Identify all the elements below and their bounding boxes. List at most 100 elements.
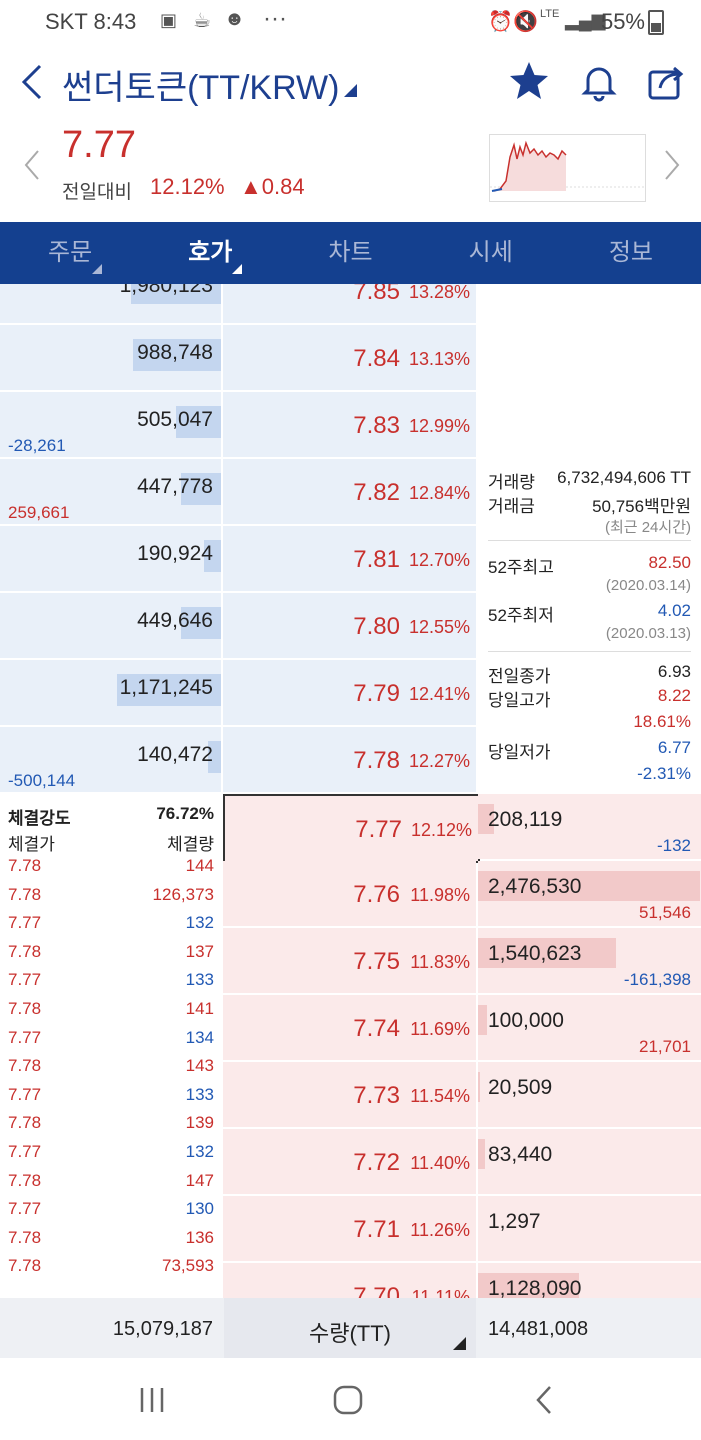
trade-volume: 141 (185, 999, 214, 1018)
ask-qty: 447,778 (137, 475, 213, 498)
day-high-value: 8.22 (657, 686, 691, 705)
ask-price: 7.81 (353, 546, 400, 573)
trade-row: 7.78 144 (0, 856, 222, 882)
trade-volume: 144 (185, 856, 214, 875)
bid-price: 7.76 (353, 881, 400, 908)
ask-price: 7.82 (353, 479, 400, 506)
trade-row: 7.78 147 (0, 1171, 222, 1197)
tab-info[interactable]: 정보 (561, 222, 701, 284)
tab-chart[interactable]: 차트 (280, 222, 420, 284)
bell-icon[interactable] (576, 58, 622, 104)
trade-row: 7.78 141 (0, 999, 222, 1025)
battery-level: 55% (600, 9, 645, 34)
ask-price-cell[interactable]: 7.84 13.13% (223, 325, 476, 390)
trade-price: 7.78 (8, 1170, 42, 1190)
tab-orderbook[interactable]: 호가 (140, 222, 280, 284)
trade-row: 7.78 137 (0, 942, 222, 968)
next-coin-icon[interactable] (662, 148, 682, 191)
ask-total: 15,079,187 (112, 1318, 213, 1340)
nav-back-icon[interactable] (534, 1384, 554, 1421)
ask-qty-cell[interactable]: 505,047 -28,261 (0, 392, 221, 457)
bid-price-cell[interactable]: 7.75 11.83% (223, 928, 476, 993)
bid-price-cell[interactable]: 7.76 11.98% (223, 861, 476, 926)
ask-price-cell[interactable]: 7.79 12.41% (223, 660, 476, 725)
ask-rate: 12.99% (408, 416, 470, 436)
ask-price-cell[interactable]: 7.82 12.84% (223, 459, 476, 524)
ask-qty-cell[interactable]: 449,646 (0, 593, 221, 658)
ask-price-cell[interactable]: 7.81 12.70% (223, 526, 476, 591)
ask-qty-cell[interactable]: 140,472 -500,144 (0, 727, 221, 792)
ask-price-cell[interactable]: 7.78 12.27% (223, 727, 476, 792)
bid-rate: 11.83% (410, 952, 470, 972)
trade-volume-header: 체결량 (167, 835, 214, 854)
trade-row: 7.77 133 (0, 970, 222, 996)
tab-market[interactable]: 시세 (421, 222, 561, 284)
back-icon[interactable] (18, 62, 46, 112)
prev-close-label: 전일종가 (488, 667, 551, 686)
bid-price-cell[interactable]: 7.71 11.26% (223, 1196, 476, 1261)
bid-rate: 11.26% (410, 1220, 470, 1240)
trade-price: 7.77 (8, 913, 42, 933)
bid-price: 7.71 (353, 1216, 400, 1243)
trade-price: 7.78 (8, 1227, 42, 1247)
order-book[interactable]: 1,980,123 7.85 13.28% 988,748 7.84 13.13% 505,… (0, 284, 701, 1298)
strength-label: 체결강도 (8, 809, 71, 828)
bid-qty: 100,000 (488, 1009, 564, 1032)
bid-price-cell[interactable]: 7.77 12.12% (223, 794, 480, 863)
bid-price-cell[interactable]: 7.74 11.69% (223, 995, 476, 1060)
share-icon[interactable] (644, 58, 690, 104)
bid-qty-cell[interactable]: 2,476,530 51,546 (478, 861, 701, 926)
ask-price-cell[interactable]: 7.83 12.99% (223, 392, 476, 457)
bid-price: 7.75 (353, 948, 400, 975)
trade-volume: 134 (185, 1027, 214, 1047)
current-price: 7.77 (62, 124, 136, 166)
bid-price: 7.74 (353, 1015, 400, 1042)
bid-qty-cell[interactable]: 1,297 (478, 1196, 701, 1261)
bid-qty-cell[interactable]: 1,540,623 -161,398 (478, 928, 701, 993)
tab-order[interactable]: 주문 (0, 222, 140, 284)
page-title[interactable]: 썬더토큰(TT/KRW) (62, 69, 340, 107)
tab-orderbook-label: 호가 (188, 239, 233, 266)
ask-qty-cell[interactable]: 988,748 (0, 325, 221, 390)
high52-label: 52주최고 (488, 558, 554, 577)
ask-qty-cell[interactable]: 190,924 (0, 526, 221, 591)
prev-coin-icon[interactable] (22, 148, 42, 191)
bid-depth-bar (478, 804, 494, 834)
ask-qty-cell[interactable]: 1,980,123 (0, 284, 221, 323)
trade-volume: 130 (185, 1199, 214, 1219)
ask-qty-cell[interactable]: 447,778 259,661 (0, 459, 221, 524)
bid-qty-cell[interactable]: 1,128,090 (478, 1263, 701, 1298)
amount-label: 거래금 (488, 497, 535, 516)
ask-qty-cell[interactable]: 1,171,245 (0, 660, 221, 725)
bid-qty-cell[interactable]: 100,000 21,701 (478, 995, 701, 1060)
ask-qty-change: -500,144 (8, 771, 76, 790)
signal-icon: ▂▄▆ (565, 10, 606, 30)
bid-qty-cell[interactable]: 20,509 (478, 1062, 701, 1127)
bid-qty-cell[interactable]: 208,119 -132 (478, 794, 701, 859)
bid-qty-cell[interactable]: 83,440 (478, 1129, 701, 1194)
bid-rate: 11.40% (410, 1153, 470, 1173)
star-icon[interactable] (506, 58, 552, 104)
low52-value: 4.02 (657, 601, 691, 620)
ask-depth-bar (208, 741, 221, 773)
alarm-icon: ⏰ (488, 11, 513, 33)
home-icon[interactable] (332, 1384, 364, 1421)
recent-apps-icon[interactable] (138, 1386, 166, 1419)
trade-price: 7.77 (8, 1199, 42, 1219)
ask-price: 7.80 (353, 613, 400, 640)
title-dropdown-icon[interactable] (344, 84, 357, 97)
ask-qty-change: -28,261 (8, 436, 66, 455)
trade-price-header: 체결가 (8, 835, 55, 854)
bid-price-cell[interactable]: 7.70 11.11% (223, 1263, 476, 1298)
bid-price-cell[interactable]: 7.73 11.54% (223, 1062, 476, 1127)
unit-selector[interactable]: 수량(TT) (224, 1298, 476, 1358)
bid-price-cell[interactable]: 7.72 11.40% (223, 1129, 476, 1194)
ask-price-cell[interactable]: 7.80 12.55% (223, 593, 476, 658)
bid-qty: 1,540,623 (488, 942, 582, 965)
trade-price: 7.77 (8, 1027, 42, 1047)
bid-depth-bar (478, 1139, 485, 1169)
ask-depth-bar (204, 540, 221, 572)
ask-price-cell[interactable]: 7.85 13.28% (223, 284, 476, 323)
bid-depth-bar (478, 1273, 579, 1298)
price-sparkline[interactable] (489, 134, 646, 202)
